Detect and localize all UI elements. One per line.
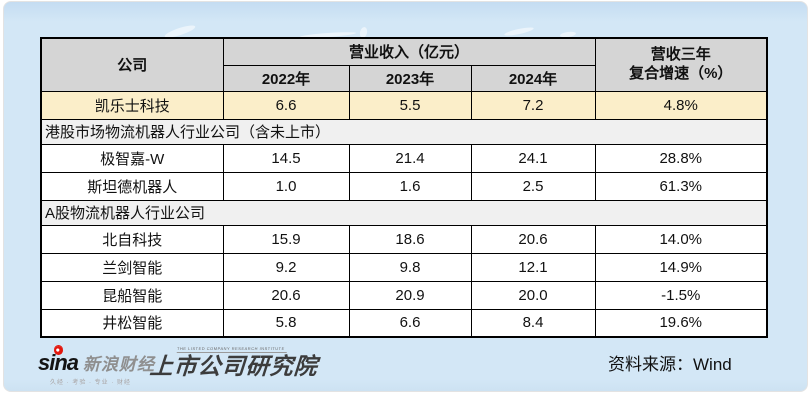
- value-cell: 12.1: [470, 252, 596, 282]
- value-cell: 5.5: [348, 90, 472, 120]
- institute-name: 上市公司研究院: [148, 353, 319, 379]
- value-cell: 5.8: [222, 308, 350, 338]
- value-cell: 7.2: [470, 90, 596, 120]
- company-cell: 昆船智能: [40, 280, 224, 310]
- cagr-header-line2: 复合增速（%）: [629, 64, 733, 82]
- year-2022-header: 2022年: [222, 64, 350, 92]
- value-cell: 8.4: [470, 308, 596, 338]
- cagr-cell: -1.5%: [594, 280, 768, 310]
- company-cell: 井松智能: [40, 308, 224, 338]
- value-cell: 1.6: [348, 171, 472, 201]
- value-cell: 15.9: [222, 224, 350, 254]
- company-cell: 凯乐士科技: [40, 90, 224, 120]
- table-row-standard-robots: 斯坦德机器人 1.0 1.6 2.5 61.3%: [40, 171, 768, 201]
- revenue-table: 公司 营业收入（亿元） 营收三年 复合增速（%） 2022年 2023年 202…: [40, 37, 768, 338]
- watermark-swash: [503, 25, 535, 38]
- sina-tagline: 久经 · 考验 · 专业 · 财经: [50, 380, 131, 386]
- table-row-beizi: 北自科技 15.9 18.6 20.6 14.0%: [40, 224, 768, 254]
- table-header-row-2: 2022年 2023年 2024年: [41, 64, 767, 92]
- research-institute-logo: THE LISTED COMPANY RESEARCH INSTITUTE 上市…: [149, 346, 319, 381]
- company-cell: 兰剑智能: [40, 252, 224, 282]
- table-row-geekplus: 极智嘉-W 14.5 21.4 24.1 28.8%: [40, 143, 768, 173]
- value-cell: 20.0: [470, 280, 596, 310]
- revenue-group-header: 营业收入（亿元）: [222, 37, 596, 66]
- table-row-kailuoshi: 凯乐士科技 6.6 5.5 7.2 4.8%: [40, 90, 768, 120]
- section-row-hk: 港股市场物流机器人行业公司（含未上市）: [40, 118, 768, 145]
- table-row-jingsong: 井松智能 5.8 6.6 8.4 19.6%: [40, 308, 768, 338]
- cagr-cell: 28.8%: [594, 143, 768, 173]
- value-cell: 1.0: [222, 171, 350, 201]
- value-cell: 6.6: [348, 308, 472, 338]
- year-2024-header: 2024年: [470, 64, 596, 92]
- value-cell: 9.2: [222, 252, 350, 282]
- sina-finance-name: 新浪财经: [83, 355, 156, 374]
- company-cell: 斯坦德机器人: [40, 171, 224, 201]
- institute-subtitle: THE LISTED COMPANY RESEARCH INSTITUTE: [176, 346, 288, 353]
- sina-eye-icon: [54, 346, 63, 355]
- section-label: 港股市场物流机器人行业公司（含未上市）: [40, 118, 768, 145]
- value-cell: 2.5: [470, 171, 596, 201]
- value-cell: 20.6: [222, 280, 350, 310]
- cagr-column-header: 营收三年 复合增速（%）: [594, 37, 768, 92]
- value-cell: 20.9: [348, 280, 472, 310]
- data-source-label: 资料来源：Wind: [608, 355, 732, 374]
- table-row-lanjian: 兰剑智能 9.2 9.8 12.1 14.9%: [40, 252, 768, 282]
- company-cell: 极智嘉-W: [40, 143, 224, 173]
- value-cell: 14.5: [222, 143, 350, 173]
- company-column-header: 公司: [40, 37, 224, 92]
- table-header-row-1: 公司 营业收入（亿元） 营收三年 复合增速（%）: [40, 37, 768, 92]
- value-cell: 18.6: [348, 224, 472, 254]
- cagr-header-line1: 营收三年: [650, 46, 711, 63]
- value-cell: 20.6: [470, 224, 596, 254]
- cagr-cell: 4.8%: [594, 90, 768, 120]
- cagr-cell: 14.9%: [594, 252, 768, 282]
- cagr-cell: 14.0%: [594, 224, 768, 254]
- sina-finance-logo: sina 新浪财经 久经 · 考验 · 专业 · 财经: [38, 346, 156, 386]
- value-cell: 9.8: [348, 252, 472, 282]
- cagr-cell: 61.3%: [594, 171, 768, 201]
- value-cell: 6.6: [222, 90, 350, 120]
- year-2023-header: 2023年: [348, 64, 472, 92]
- company-cell: 北自科技: [40, 224, 224, 254]
- cagr-cell: 19.6%: [594, 308, 768, 338]
- table-row-kunchuan: 昆船智能 20.6 20.9 20.0 -1.5%: [40, 280, 768, 310]
- sina-wordmark: sina: [38, 350, 79, 375]
- section-label: A股物流机器人行业公司: [40, 199, 768, 226]
- value-cell: 24.1: [470, 143, 596, 173]
- value-cell: 21.4: [348, 143, 472, 173]
- section-row-ashare: A股物流机器人行业公司: [40, 199, 768, 226]
